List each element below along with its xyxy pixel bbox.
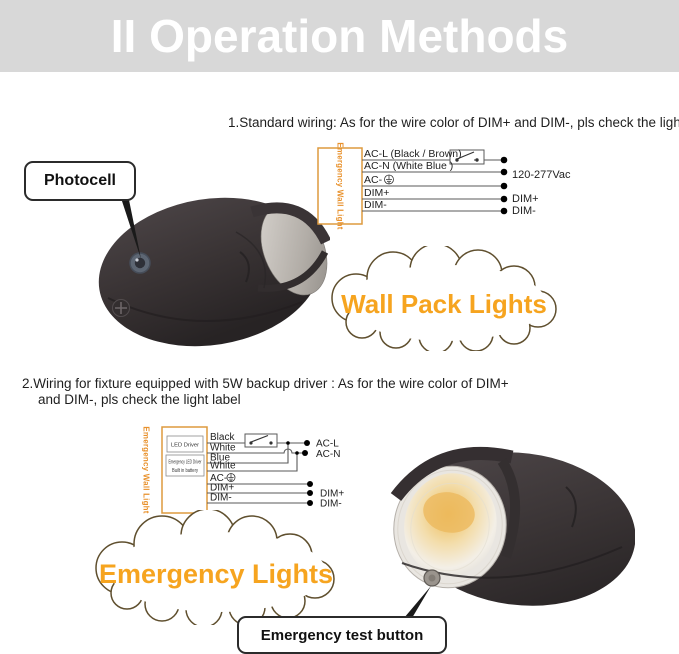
right-dimplus-label: DIM+	[512, 193, 539, 205]
photocell-callout: Photocell	[24, 161, 136, 201]
lens-rim	[257, 250, 329, 292]
fixture-lens-lit	[393, 465, 507, 589]
terminal-dots	[500, 156, 508, 215]
instruction-backup-driver-line2: and DIM-, pls check the light label	[38, 392, 241, 407]
photocell-icon	[129, 252, 151, 274]
test-button-icon	[423, 569, 441, 587]
wall-pack-lights-cloud: Wall Pack Lights	[331, 246, 557, 351]
switch-icon	[244, 433, 278, 448]
screw-icon	[112, 299, 130, 317]
wire-lines	[362, 159, 501, 212]
lens-brow	[250, 202, 330, 245]
diagram1-side-label: Emergency Wall Light	[336, 142, 345, 229]
led-driver-label: LED Driver	[171, 443, 199, 449]
switch-icon	[449, 149, 485, 165]
wire-dimplus-label: DIM+	[210, 483, 234, 494]
earth-ground-icon	[226, 473, 236, 482]
wire-dimminus-label: DIM-	[210, 493, 232, 504]
terminal-dots	[286, 440, 313, 506]
emergency-driver-label1: Emergency LED Driver	[169, 460, 202, 466]
right-dimminus-label: DIM-	[512, 205, 536, 217]
handle-mark	[565, 486, 577, 528]
instruction-backup-driver-line1: 2.Wiring for fixture equipped with 5W ba…	[22, 376, 509, 391]
wall-pack-light-photo	[98, 197, 330, 347]
wire-ground-label: AC-	[210, 473, 227, 484]
emergency-driver-label2: Built in battery	[172, 468, 198, 474]
wire-lines	[207, 442, 310, 504]
backup-driver-wiring-diagram: Emergency Wall Light LED Driver Emergenc…	[142, 426, 344, 514]
page-title: II Operation Methods	[110, 10, 569, 62]
standard-wiring-diagram: Emergency Wall Light AC-L (Black / Brown…	[317, 142, 571, 230]
diagram2-side-label: Emergency Wall Light	[142, 426, 151, 513]
emergency-test-button-callout: Emergency test button	[237, 616, 447, 654]
emergency-driver-box	[165, 454, 205, 477]
wire-dimplus-label: DIM+	[364, 187, 389, 199]
right-dimminus-label: DIM-	[320, 499, 342, 510]
wire-white1-label: White	[210, 443, 236, 454]
wire-ground-label: AC-	[364, 174, 383, 186]
header-banner: II Operation Methods	[0, 0, 679, 72]
emergency-light-photo	[390, 447, 635, 606]
wire-acl-label: AC-L (Black / Brown)	[364, 148, 462, 160]
wire-dimminus-label: DIM-	[364, 199, 387, 211]
body-crease	[235, 231, 267, 289]
body-seam	[107, 297, 303, 323]
right-acn-label: AC-N	[316, 449, 340, 460]
lens-side-rim	[497, 458, 521, 559]
cloud2-label: Emergency Lights	[99, 559, 333, 589]
earth-ground-icon	[384, 174, 394, 185]
photocell-pointer	[120, 195, 141, 259]
test-button-pointer	[404, 586, 431, 618]
wire-acn-label: AC-N (White Blue )	[364, 160, 453, 172]
led-driver-box	[166, 435, 204, 453]
handle-mark	[239, 251, 250, 283]
voltage-label: 120-277Vac	[512, 169, 571, 181]
lens-brow	[390, 447, 514, 502]
instruction-standard-wiring: 1.Standard wiring: As for the wire color…	[228, 115, 679, 130]
emergency-lights-cloud: Emergency Lights	[95, 510, 335, 625]
right-acl-label: AC-L	[316, 439, 339, 450]
right-dimplus-label: DIM+	[320, 489, 344, 500]
wire-black-label: Black	[210, 432, 235, 443]
cloud1-label: Wall Pack Lights	[341, 289, 547, 319]
wire-white2-label: White	[210, 461, 236, 472]
wire-blue-label: Blue	[210, 453, 230, 464]
